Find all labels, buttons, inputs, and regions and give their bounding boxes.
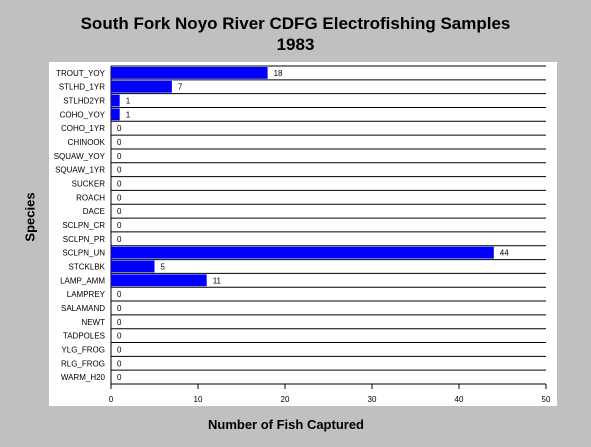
x-axis-label: Number of Fish Captured	[207, 417, 365, 432]
category-label: STCKLBK	[69, 262, 106, 271]
data-label: 0	[117, 318, 122, 327]
data-label: 0	[117, 332, 122, 341]
category-label: YLG_FROG	[61, 345, 105, 354]
plot-panel: TROUT_YOY 18 STLHD_1YR 7 STLHD2YR 1 COHO_YOY 1 C…	[49, 62, 557, 406]
data-label: 11	[213, 276, 222, 285]
chart-title: South Fork Noyo River CDFG Electrofishin…	[80, 14, 511, 33]
bar	[111, 67, 268, 79]
data-label: 0	[117, 345, 122, 354]
x-tick-label: 30	[368, 395, 377, 404]
data-label: 0	[117, 207, 122, 216]
category-label: LAMP_AMM	[60, 276, 105, 285]
data-label: 7	[178, 83, 183, 92]
category-label: STLHD2YR	[63, 97, 105, 106]
data-label: 1	[126, 110, 131, 119]
data-label: 0	[117, 304, 122, 313]
category-label: SCLPN_UN	[62, 249, 105, 258]
category-label: RLG_FROG	[61, 359, 105, 368]
data-label: 5	[161, 262, 166, 271]
category-label: NEWT	[81, 318, 105, 327]
category-label: STLHD_1YR	[59, 83, 105, 92]
x-tick-label: 0	[109, 395, 114, 404]
category-label: WARM_H20	[61, 373, 106, 382]
category-label: CHINOOK	[68, 138, 106, 147]
bar	[111, 94, 120, 107]
data-label: 0	[117, 290, 122, 299]
data-label: 0	[117, 138, 122, 147]
bar	[111, 80, 172, 93]
category-label: LAMPREY	[67, 290, 106, 299]
data-label: 0	[117, 124, 122, 133]
data-label: 0	[117, 373, 122, 382]
x-tick-label: 40	[455, 395, 464, 404]
bar	[111, 260, 155, 273]
data-label: 18	[274, 69, 283, 78]
bar	[111, 108, 120, 121]
x-tick-label: 10	[194, 395, 203, 404]
category-label: SCLPN_CR	[62, 221, 105, 230]
category-label: TROUT_YOY	[56, 69, 106, 78]
data-label: 0	[117, 180, 122, 189]
bar	[111, 246, 494, 259]
category-label: SQUAW_1YR	[55, 166, 105, 175]
chart-subtitle: 1983	[276, 35, 315, 54]
data-label: 0	[117, 359, 122, 368]
bar	[111, 274, 207, 287]
data-label: 0	[117, 152, 122, 161]
data-label: 0	[117, 166, 122, 175]
category-label: ROACH	[76, 193, 105, 202]
data-label: 44	[500, 249, 509, 258]
data-label: 1	[126, 97, 131, 106]
category-label: SCLPN_PR	[63, 235, 105, 244]
category-label: COHO_1YR	[61, 124, 105, 133]
category-label: SUCKER	[72, 180, 106, 189]
category-label: SALAMAND	[61, 304, 105, 313]
category-label: TADPOLES	[63, 332, 105, 341]
category-label: DACE	[83, 207, 105, 216]
bar-chart: TROUT_YOY 18 STLHD_1YR 7 STLHD2YR 1 COHO_YOY 1 C…	[54, 65, 551, 404]
x-tick-label: 20	[281, 395, 290, 404]
category-label: SQUAW_YOY	[54, 152, 106, 161]
category-label: COHO_YOY	[60, 110, 106, 119]
data-label: 0	[117, 221, 122, 230]
y-axis-label: Species	[22, 192, 38, 242]
data-label: 0	[117, 235, 122, 244]
x-tick-label: 50	[542, 395, 551, 404]
data-label: 0	[117, 193, 122, 202]
